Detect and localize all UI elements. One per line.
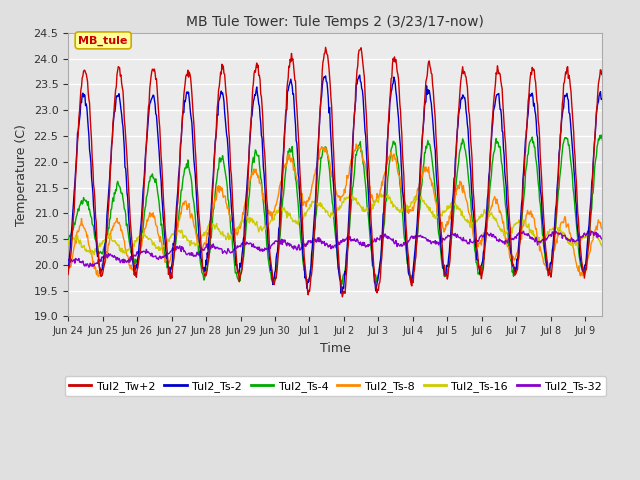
Y-axis label: Temperature (C): Temperature (C): [15, 124, 28, 226]
X-axis label: Time: Time: [320, 342, 351, 355]
Title: MB Tule Tower: Tule Temps 2 (3/23/17-now): MB Tule Tower: Tule Temps 2 (3/23/17-now…: [186, 15, 484, 29]
Text: MB_tule: MB_tule: [79, 35, 128, 46]
Legend: Tul2_Tw+2, Tul2_Ts-2, Tul2_Ts-4, Tul2_Ts-8, Tul2_Ts-16, Tul2_Ts-32: Tul2_Tw+2, Tul2_Ts-2, Tul2_Ts-4, Tul2_Ts…: [65, 376, 606, 396]
